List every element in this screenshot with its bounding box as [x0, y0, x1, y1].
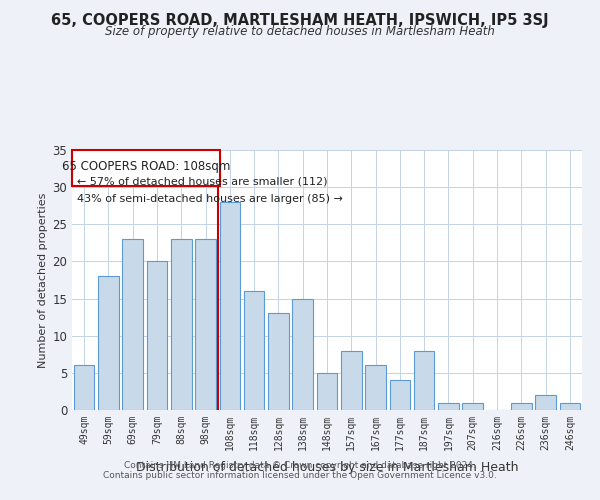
Bar: [560, 402, 580, 410]
Bar: [535, 395, 556, 410]
Bar: [171, 239, 191, 410]
Bar: [438, 402, 459, 410]
Text: Contains HM Land Registry data © Crown copyright and database right 2024.: Contains HM Land Registry data © Crown c…: [124, 461, 476, 470]
Bar: [389, 380, 410, 410]
Text: 43% of semi-detached houses are larger (85) →: 43% of semi-detached houses are larger (…: [77, 194, 343, 204]
Bar: [244, 291, 265, 410]
Bar: [195, 239, 216, 410]
Bar: [414, 350, 434, 410]
Bar: [317, 373, 337, 410]
X-axis label: Distribution of detached houses by size in Martlesham Heath: Distribution of detached houses by size …: [136, 461, 518, 474]
Text: Contains public sector information licensed under the Open Government Licence v3: Contains public sector information licen…: [103, 471, 497, 480]
Bar: [511, 402, 532, 410]
Bar: [74, 366, 94, 410]
Bar: [463, 402, 483, 410]
Bar: [122, 239, 143, 410]
Text: 65, COOPERS ROAD, MARTLESHAM HEATH, IPSWICH, IP5 3SJ: 65, COOPERS ROAD, MARTLESHAM HEATH, IPSW…: [51, 12, 549, 28]
FancyBboxPatch shape: [72, 150, 220, 186]
Bar: [268, 314, 289, 410]
Bar: [146, 262, 167, 410]
Text: Size of property relative to detached houses in Martlesham Heath: Size of property relative to detached ho…: [105, 25, 495, 38]
Bar: [292, 298, 313, 410]
Bar: [98, 276, 119, 410]
Text: 65 COOPERS ROAD: 108sqm: 65 COOPERS ROAD: 108sqm: [62, 160, 230, 173]
Bar: [365, 366, 386, 410]
Y-axis label: Number of detached properties: Number of detached properties: [38, 192, 48, 368]
Text: ← 57% of detached houses are smaller (112): ← 57% of detached houses are smaller (11…: [77, 176, 328, 186]
Bar: [220, 202, 240, 410]
Bar: [341, 350, 362, 410]
